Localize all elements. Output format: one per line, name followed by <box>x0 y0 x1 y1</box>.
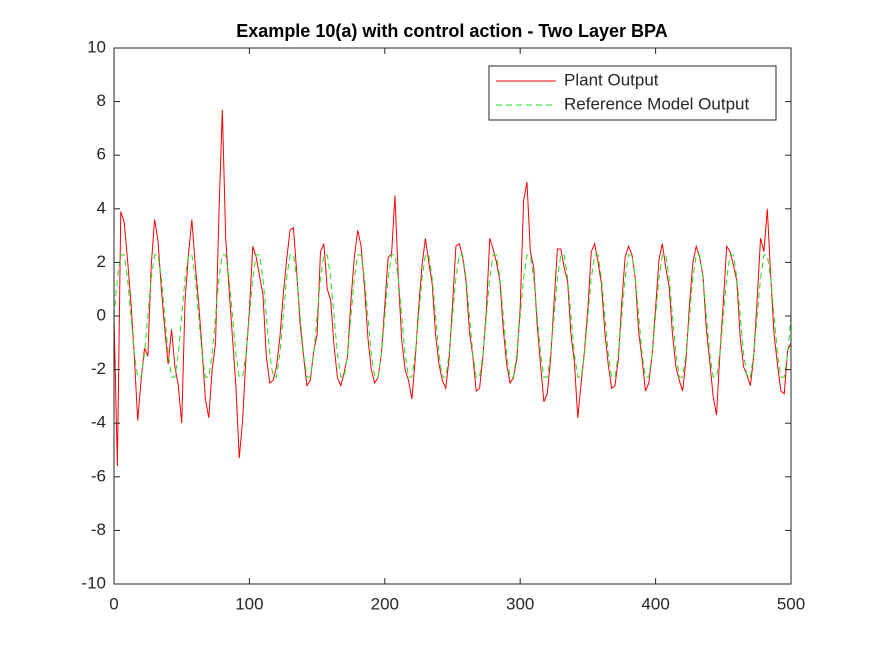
legend-box <box>488 65 777 121</box>
y-tick-label: 4 <box>97 198 106 217</box>
x-tick-label: 100 <box>235 594 263 613</box>
chart-title: Example 10(a) with control action - Two … <box>236 21 667 41</box>
y-tick-label: -4 <box>91 413 106 432</box>
y-tick-label: 10 <box>87 37 106 56</box>
x-tick-label: 0 <box>109 594 118 613</box>
y-tick-label: 2 <box>97 252 106 271</box>
legend-label: Plant Output <box>564 70 659 89</box>
y-tick-label: -8 <box>91 520 106 539</box>
x-tick-label: 400 <box>641 594 669 613</box>
y-tick-label: 8 <box>97 91 106 110</box>
legend-label: Reference Model Output <box>564 94 749 113</box>
x-tick-label: 300 <box>506 594 534 613</box>
y-tick-label: -6 <box>91 466 106 485</box>
y-tick-label: 6 <box>97 145 106 164</box>
y-tick-label: -10 <box>81 573 106 592</box>
series-line <box>114 109 791 467</box>
y-tick-label: -2 <box>91 359 106 378</box>
x-tick-label: 500 <box>777 594 805 613</box>
x-tick-label: 200 <box>371 594 399 613</box>
series-line <box>114 254 791 378</box>
y-tick-label: 0 <box>97 305 106 324</box>
